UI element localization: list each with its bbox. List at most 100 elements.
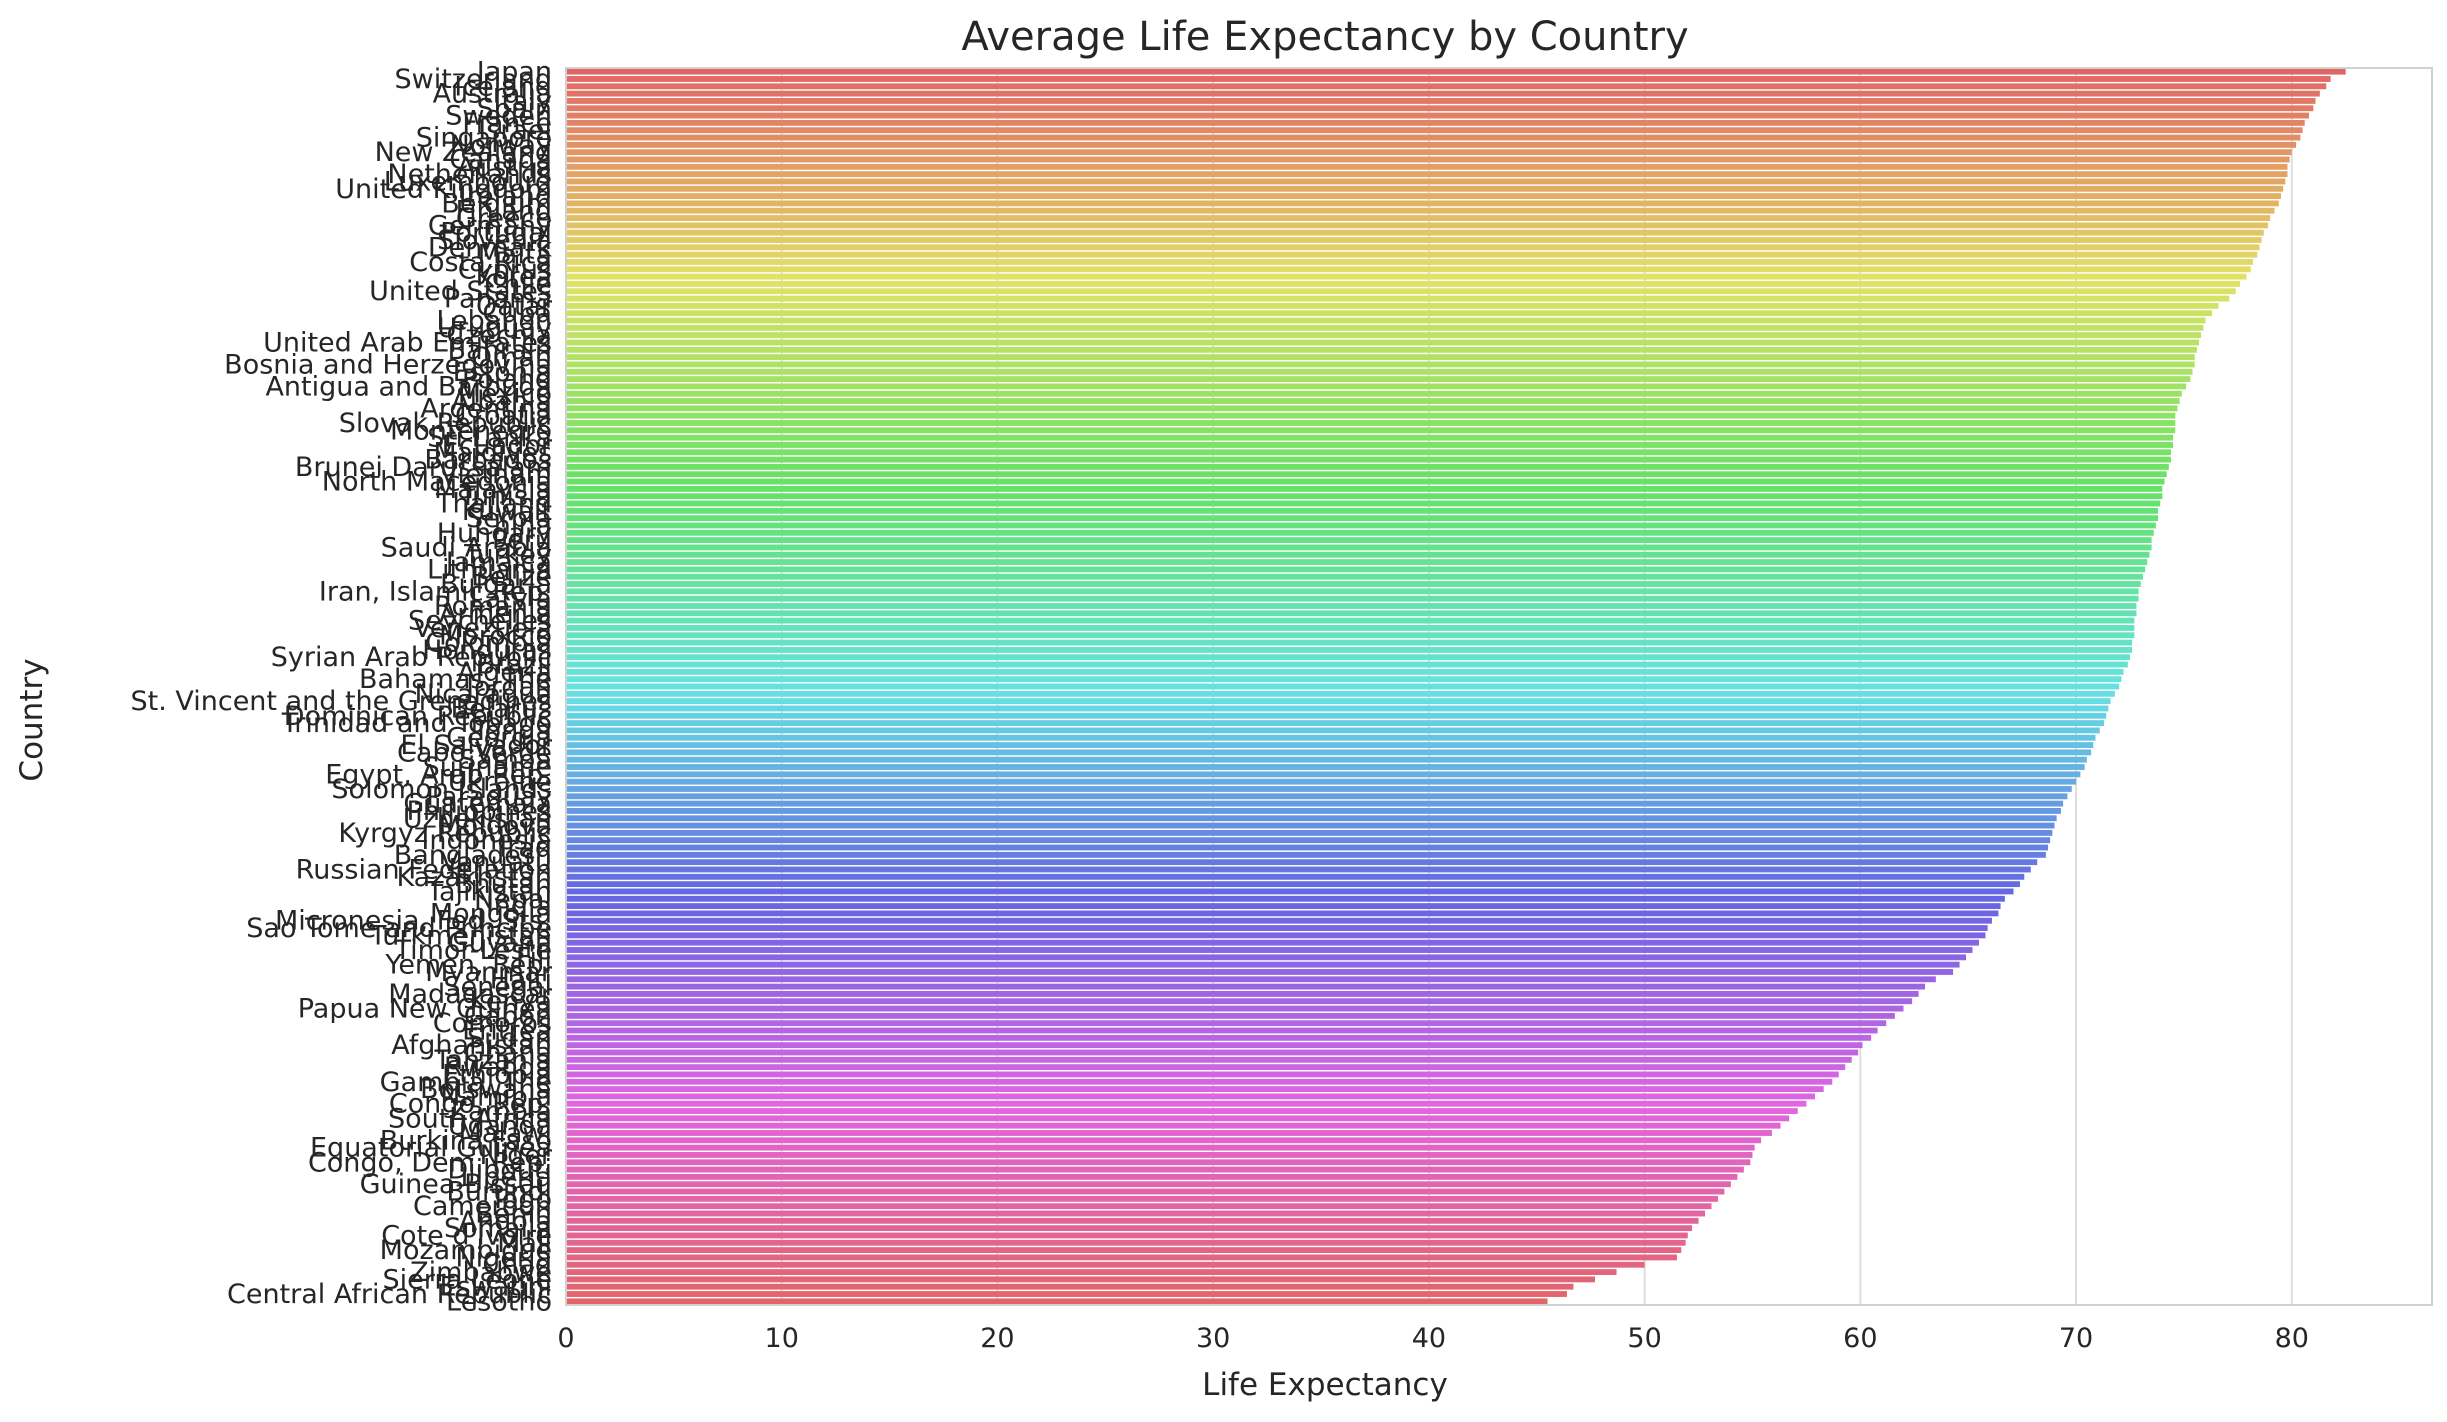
y-category-label: Korea <box>475 262 552 293</box>
bar <box>566 888 2014 895</box>
x-tick-label: 60 <box>1843 1323 1877 1354</box>
bar <box>566 851 2046 858</box>
y-category-label: Bahrain <box>448 335 552 366</box>
y-category-label: Somalia <box>444 1213 552 1244</box>
bar <box>566 1100 1807 1107</box>
y-category-label: Oman <box>471 342 552 373</box>
y-category-label: Jamaica <box>444 547 552 578</box>
y-category-label: Peru <box>492 525 552 556</box>
bar <box>566 295 2230 302</box>
x-tick-labels: 0 10 20 30 40 50 60 70 80 <box>557 1323 2309 1354</box>
y-category-label: Malaysia <box>434 474 552 505</box>
y-category-label: Tanzania <box>433 1045 552 1076</box>
y-category-label: Mozambique <box>380 1235 552 1266</box>
bar <box>566 720 2105 727</box>
y-category-label: Germany <box>428 210 552 241</box>
bar <box>566 661 2128 668</box>
bar <box>566 632 2135 639</box>
bar <box>566 939 1979 946</box>
bar <box>566 954 1967 961</box>
y-category-label: Uruguay <box>437 313 552 344</box>
x-tick-label: 0 <box>557 1323 574 1354</box>
y-category-label: Fiji <box>516 942 552 973</box>
y-category-label: Haiti <box>490 964 552 995</box>
y-category-label: Jordan <box>464 672 552 703</box>
y-category-label: Serbia <box>466 503 552 534</box>
bar <box>566 976 1936 983</box>
bar <box>566 1188 1725 1195</box>
x-tick-label: 70 <box>2059 1323 2093 1354</box>
y-category-label: Algeria <box>457 657 552 688</box>
y-category-label: Bahamas, The <box>359 664 552 695</box>
bar <box>566 485 2163 492</box>
bar <box>566 742 2094 748</box>
y-category-label: Kazakhstan <box>396 862 552 893</box>
y-category-label: Papua New Guinea <box>298 994 552 1025</box>
y-category-label: Eswatini <box>440 1272 552 1303</box>
chart-title: Average Life Expectancy by Country <box>961 14 1688 60</box>
bar <box>566 786 2072 792</box>
y-category-label: China <box>475 510 552 541</box>
bar <box>566 617 2135 624</box>
y-category-label: Hungary <box>437 518 552 549</box>
y-category-label: Czechia <box>446 320 552 351</box>
bar <box>566 134 2301 141</box>
bar <box>566 1225 1693 1232</box>
bar <box>566 815 2057 822</box>
bar <box>566 1122 1781 1129</box>
y-category-label: Gabon <box>464 1001 552 1032</box>
y-category-label: Cabo Verde <box>397 737 552 768</box>
bar <box>566 727 2100 734</box>
bar <box>566 427 2176 434</box>
y-category-label: Italy <box>493 86 552 117</box>
bar <box>566 507 2159 514</box>
y-category-label: Djibouti <box>447 1155 552 1186</box>
y-category-label: United States <box>369 276 552 307</box>
y-category-label: Barbados <box>424 445 552 476</box>
y-category-label: Tonga <box>472 715 552 746</box>
bar <box>566 368 2193 375</box>
y-category-label: Liberia <box>461 1162 552 1193</box>
y-category-label: Botswana <box>420 1074 552 1105</box>
bar <box>566 119 2305 126</box>
y-category-label: Bosnia and Herzegovina <box>224 349 552 380</box>
bar <box>566 471 2167 478</box>
bar <box>566 1181 1731 1188</box>
y-category-label: France <box>462 108 552 139</box>
y-category-label: Guinea-Bissau <box>360 1169 552 1200</box>
bar <box>566 749 2092 756</box>
bar <box>566 1020 1887 1027</box>
y-category-label: Brazil <box>477 650 552 681</box>
bar <box>566 200 2279 207</box>
y-category-label: El Salvador <box>400 730 553 761</box>
y-category-label: Trinidad and Tobago <box>281 708 552 739</box>
bar <box>566 1159 1751 1166</box>
bar <box>566 405 2178 412</box>
bar <box>566 990 1919 997</box>
y-category-label: Dominican Republic <box>284 701 552 732</box>
bar <box>566 215 2271 221</box>
y-category-label: Lithuania <box>427 554 552 585</box>
bar <box>566 969 1954 975</box>
bar <box>566 844 2049 851</box>
y-category-label: Tunisia <box>459 481 552 512</box>
y-category-label: Argentina <box>420 393 552 424</box>
y-category-label: Indonesia <box>421 825 552 856</box>
bar <box>566 442 2174 448</box>
y-category-label: Malawi <box>459 1118 552 1149</box>
bar <box>566 588 2139 595</box>
y-category-label: Namibia <box>440 1081 552 1112</box>
y-category-label: Turkey <box>463 540 552 571</box>
y-category-label: Gambia, The <box>380 1067 552 1098</box>
x-tick-label: 50 <box>1627 1323 1661 1354</box>
y-category-label: Nicaragua <box>414 679 552 710</box>
y-category-label: Yemen, Rep. <box>384 950 552 981</box>
y-category-label: Venezuela <box>413 613 552 644</box>
bar <box>566 376 2191 383</box>
y-category-label: Equatorial Guinea <box>310 1133 552 1164</box>
y-category-label: Nepal <box>474 884 552 915</box>
y-category-label: North Macedonia <box>322 467 552 498</box>
y-category-label: Afghanistan <box>391 1030 552 1061</box>
y-category-label: Mali <box>497 1228 552 1259</box>
bar <box>566 866 2031 873</box>
